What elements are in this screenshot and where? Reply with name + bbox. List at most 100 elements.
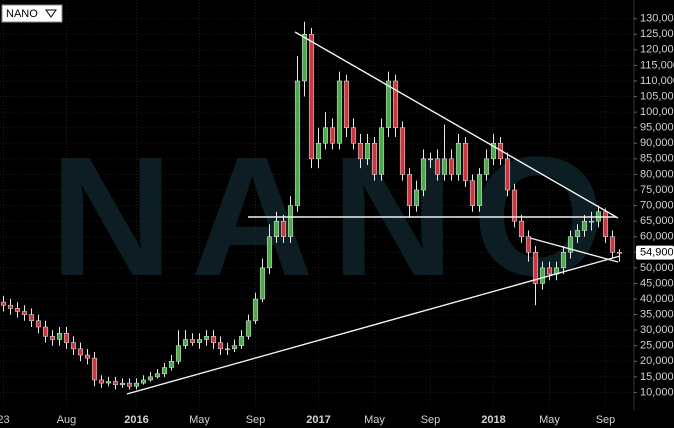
candle-body (329, 127, 336, 144)
candle-body (56, 333, 63, 340)
candle-body (42, 326, 49, 337)
y-tick-label: 95,000 (640, 122, 674, 134)
y-tick-label: 15,000 (640, 371, 674, 383)
candle-body (588, 220, 595, 223)
y-tick-label: 20,000 (640, 355, 674, 367)
x-tick-label: Aug (57, 414, 77, 426)
candle-body (616, 252, 623, 254)
candle-body (532, 252, 539, 284)
candle-body (469, 180, 476, 206)
y-tick-label: 90,000 (640, 137, 674, 149)
symbol-box[interactable] (1, 4, 63, 23)
y-tick-label: 60,000 (640, 231, 674, 243)
candle-body (28, 314, 35, 322)
y-tick-label: 70,000 (640, 199, 674, 211)
candle-body (609, 236, 616, 253)
y-tick-label: 110,000 (640, 75, 674, 87)
candle-body (434, 158, 441, 175)
candle-body (126, 382, 133, 387)
candle-body (315, 143, 322, 160)
x-tick-label: 23 (0, 414, 10, 426)
candle-body (301, 34, 308, 82)
candle-body (98, 379, 105, 384)
y-tick-label: 115,000 (640, 59, 674, 71)
candle-body (210, 336, 217, 343)
candle-body (224, 348, 231, 351)
candle-body (21, 311, 28, 315)
candle-body (91, 357, 98, 381)
candle-body (203, 336, 210, 340)
x-tick-label: May (539, 414, 560, 426)
candle-body (567, 236, 574, 253)
candle-body (462, 143, 469, 181)
trend-line (294, 31, 619, 219)
candle-body (105, 381, 112, 384)
x-tick-label: Sep (421, 414, 441, 426)
last-price-box (636, 245, 674, 260)
candle-body (539, 267, 546, 284)
candle-body (392, 80, 399, 128)
candle-body (280, 220, 287, 237)
candle-body (427, 158, 434, 161)
candle-body (343, 80, 350, 128)
candle-body (189, 339, 196, 343)
candle-body (385, 80, 392, 128)
x-tick-label: 2016 (124, 414, 148, 426)
candle-body (490, 143, 497, 160)
candle-body (441, 158, 448, 175)
candle-body (259, 267, 266, 300)
candle-body (406, 174, 413, 206)
y-tick-label: 35,000 (640, 308, 674, 320)
candle-body (196, 339, 203, 343)
candle-body (84, 354, 91, 359)
x-tick-label: 2018 (481, 414, 505, 426)
x-tick-label: 2017 (306, 414, 330, 426)
candle-body (294, 80, 301, 206)
candle-body (245, 320, 252, 337)
candle-body (231, 345, 238, 350)
candle-body (7, 304, 14, 309)
candle-body (63, 333, 70, 343)
candle-body (455, 143, 462, 175)
symbol[interactable]: NANO (6, 8, 38, 20)
candle-body (350, 127, 357, 144)
x-tick-label: May (189, 414, 210, 426)
candle-body (420, 158, 427, 191)
y-tick-label: 50,000 (640, 262, 674, 274)
candle-body (504, 158, 511, 191)
y-tick-label: 80,000 (640, 168, 674, 180)
candle-body (252, 298, 259, 322)
candle-body (238, 336, 245, 346)
candle-body (378, 127, 385, 175)
candle-body (287, 205, 294, 237)
y-tick-label: 75,000 (640, 184, 674, 196)
y-tick-label: 120,000 (640, 44, 674, 56)
y-tick-label: 25,000 (640, 340, 674, 352)
candle-body (560, 252, 567, 269)
x-tick-label: Sep (596, 414, 616, 426)
y-tick-label: 125,000 (640, 28, 674, 40)
candle-body (322, 127, 329, 144)
candle-body (511, 189, 518, 222)
candle-body (357, 143, 364, 160)
candle-body (161, 367, 168, 374)
candle-body (154, 373, 161, 378)
candle-body (336, 80, 343, 144)
x-tick-label: May (364, 414, 385, 426)
y-tick-label: 130,000 (640, 13, 674, 25)
dropdown-arrow[interactable] (45, 9, 57, 18)
candle-body (308, 34, 315, 160)
candle-body (147, 376, 154, 381)
candle-body (77, 348, 84, 356)
y-tick-label: 65,000 (640, 215, 674, 227)
candle-body (133, 382, 140, 387)
candle-body (140, 379, 147, 384)
y-tick-label: 40,000 (640, 293, 674, 305)
candle-body (476, 174, 483, 206)
candle-body (168, 361, 175, 368)
candle-body (14, 308, 21, 312)
candle-body (217, 342, 224, 350)
candle-body (602, 211, 609, 237)
